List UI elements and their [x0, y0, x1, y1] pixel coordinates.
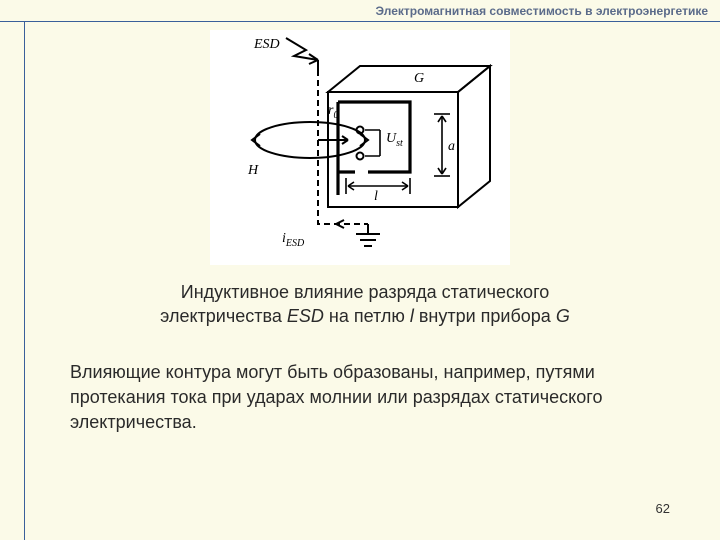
- label-iesd: iESD: [282, 231, 305, 249]
- label-h: H: [247, 163, 259, 178]
- caption-line2c: внутри прибора: [414, 306, 556, 326]
- slide-header: Электромагнитная совместимость в электро…: [0, 0, 720, 22]
- label-esd: ESD: [253, 37, 280, 52]
- label-g: G: [414, 71, 424, 86]
- diagram-esd: ESD G H r0 Ust a l iESD: [210, 30, 510, 265]
- caption-line2b: на петлю: [324, 306, 410, 326]
- side-rule: [24, 22, 25, 540]
- body-paragraph: Влияющие контура могут быть образованы, …: [70, 360, 670, 436]
- header-title: Электромагнитная совместимость в электро…: [376, 4, 709, 18]
- page-number: 62: [656, 501, 670, 516]
- caption-line2a: электричества: [160, 306, 287, 326]
- caption-esd: ESD: [287, 306, 324, 326]
- figure-caption: Индуктивное влияние разряда статического…: [60, 280, 670, 329]
- caption-g: G: [556, 306, 570, 326]
- caption-line1: Индуктивное влияние разряда статического: [181, 282, 550, 302]
- label-l: l: [374, 189, 378, 204]
- label-a: a: [448, 139, 455, 154]
- label-ust: Ust: [386, 131, 403, 149]
- body-text: Влияющие контура могут быть образованы, …: [70, 362, 602, 432]
